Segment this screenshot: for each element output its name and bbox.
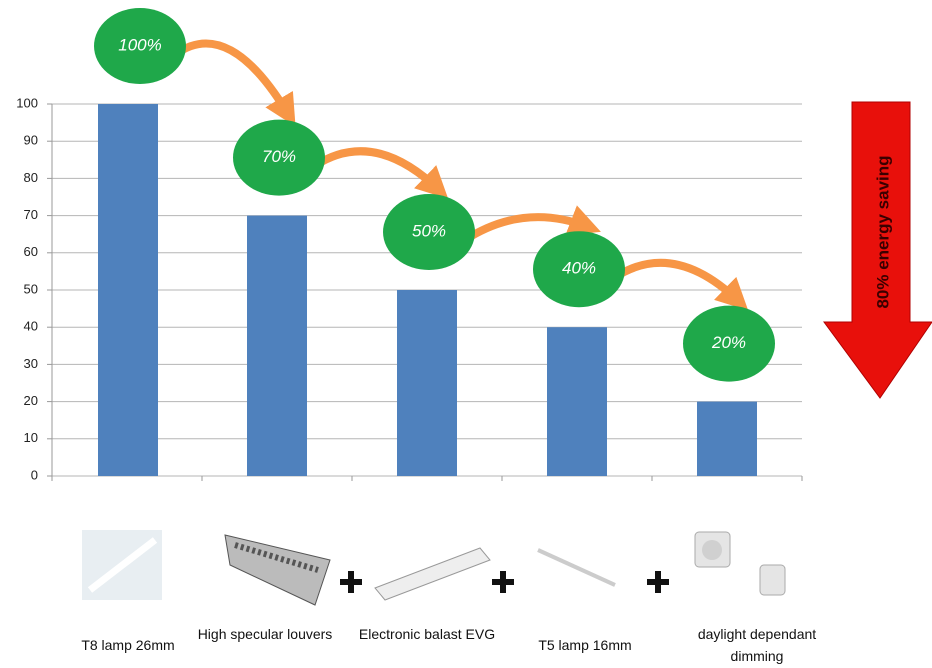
y-tick-label: 60 [24,244,38,259]
category-label: T5 lamp 16mm [538,637,632,653]
flow-arrow [173,39,296,127]
y-tick-label: 0 [31,467,38,482]
icon-louver-grid [234,542,319,573]
icon-t8-tube [87,537,158,593]
value-label: 100% [118,35,161,54]
category-label: T8 lamp 26mm [81,637,175,653]
y-tick-label: 100 [16,95,38,110]
bars [98,104,757,476]
value-label: 50% [412,221,446,240]
icon-dimmer-knob [702,540,722,560]
y-tick-label: 10 [24,430,38,445]
y-tick-label: 50 [24,281,38,296]
y-tick-label: 90 [24,133,38,148]
value-label: 40% [562,259,596,278]
plus [492,571,514,593]
plus-signs [340,571,669,593]
value-circle [383,194,475,270]
plus [340,571,362,593]
value-label: 70% [262,147,296,166]
flow-arrow [312,147,449,199]
value-label: 20% [711,333,746,352]
y-tick-label: 40 [24,319,38,334]
y-tick-label: 80 [24,170,38,185]
y-tick-label: 20 [24,393,38,408]
y-tick-label: 30 [24,356,38,371]
flow-arrow [462,205,601,244]
category-label: daylight dependant dimming [697,626,817,664]
value-circle [683,305,775,382]
value-circle [94,8,186,84]
icon-sensor [759,564,786,596]
icons [82,530,786,606]
bar [397,290,457,476]
value-circle [533,231,625,308]
icon-ballast [374,547,491,601]
bar [247,215,307,476]
bar [98,104,158,476]
icon-louver [224,534,331,606]
value-circle [233,119,325,196]
annotation: 80% energy saving [873,155,892,308]
bar [697,401,757,476]
category-label: Electronic balast EVG [358,626,496,642]
plus [647,571,669,593]
saving-arrow [823,101,932,399]
y-tick-label: 70 [24,207,38,222]
bar [547,327,607,476]
category-label: High specular louvers [197,626,333,642]
icon-t5 [537,548,616,587]
flow-arrow [612,258,749,311]
